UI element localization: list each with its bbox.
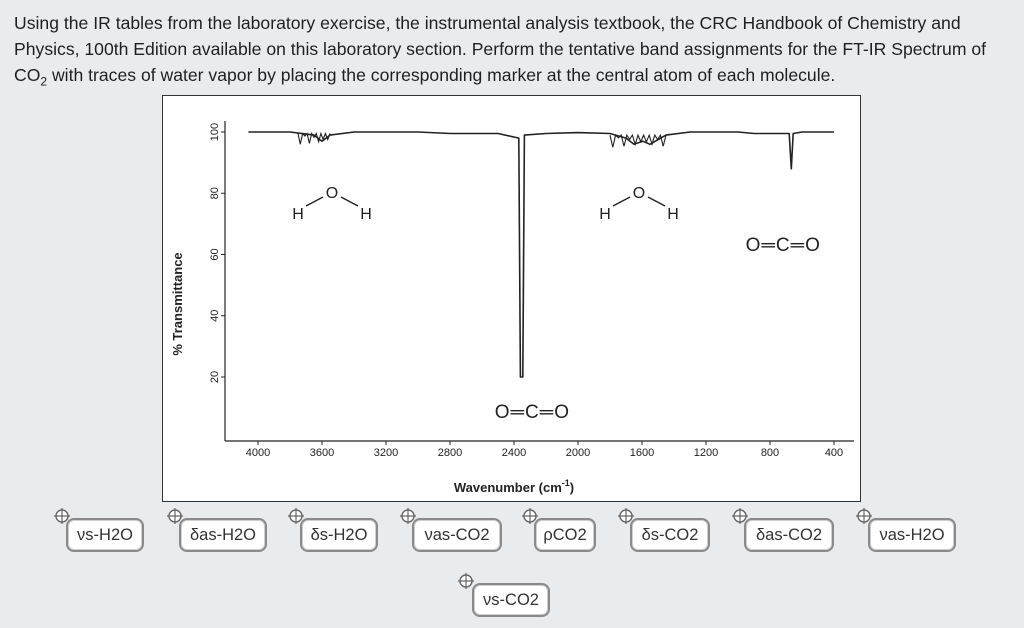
marker-das-co2[interactable]: δas-CO2 (744, 518, 834, 552)
x-tick-label: 800 (761, 447, 779, 459)
x-tick-label: 4000 (246, 447, 270, 459)
atom-h: H (667, 206, 679, 223)
y-axis-label: % Transmittance (170, 252, 185, 355)
marker-rho-co2[interactable]: ρCO2 (534, 518, 596, 552)
marker-handle-7[interactable] (731, 507, 749, 525)
x-axis-label: Wavenumber (cm-1) (454, 478, 574, 495)
marker-ds-h2o[interactable]: δs-H2O (300, 518, 378, 552)
y-tick-label: 20 (209, 371, 221, 383)
bond-line (305, 196, 324, 207)
marker-handle-3[interactable] (287, 507, 305, 525)
y-tick-label: 100 (209, 123, 221, 141)
ir-spectrum-image: 100 80 60 40 20 4000 3600 3200 2800 2400 2000 1600 1… (162, 95, 861, 502)
x-tick-label: 400 (825, 447, 843, 459)
marker-vs-co2[interactable]: νs-CO2 (472, 583, 550, 617)
x-tick-label: 1200 (694, 447, 718, 459)
water-molecule-0: O H H (292, 185, 372, 223)
marker-handle-8[interactable] (855, 507, 873, 525)
x-tick-label: 1600 (630, 447, 654, 459)
marker-vas-h2o[interactable]: νas-H2O (868, 518, 956, 552)
atom-h: H (292, 206, 304, 223)
marker-handle-4[interactable] (399, 507, 417, 525)
atom-h: H (360, 206, 372, 223)
atom-o: O (326, 185, 338, 202)
question-text-part2: with traces of water vapor by placing th… (47, 65, 836, 85)
bond-line (612, 196, 631, 207)
marker-handle-2[interactable] (166, 507, 184, 525)
y-tick-label: 80 (209, 187, 221, 199)
marker-handle-5[interactable] (521, 507, 539, 525)
marker-handle-6[interactable] (617, 507, 635, 525)
question-text: Using the IR tables from the laboratory … (14, 10, 1010, 95)
question-text-part1: Using the IR tables from the laboratory … (14, 13, 987, 85)
x-tick-label: 2400 (502, 447, 526, 459)
marker-vas-co2[interactable]: νas-CO2 (412, 518, 502, 552)
bond-line (647, 196, 666, 207)
water-molecule-1: O H H (599, 185, 679, 223)
marker-handle-1[interactable] (53, 507, 71, 525)
spectrum-trace (248, 131, 834, 378)
water-bend-noise (609, 133, 667, 148)
x-tick-label: 3200 (374, 447, 398, 459)
water-stretch-noise (297, 131, 331, 145)
co2-molecule-3: O═C═O (746, 235, 821, 256)
marker-vs-h2o[interactable]: νs-H2O (66, 518, 144, 552)
marker-ds-co2[interactable]: δs-CO2 (630, 518, 710, 552)
co2-molecule-2: O═C═O (495, 402, 570, 423)
atom-h: H (599, 206, 611, 223)
x-tick-label: 2000 (566, 447, 590, 459)
y-tick-label: 60 (209, 248, 221, 260)
ir-spectrum-chart: 100 80 60 40 20 4000 3600 3200 2800 2400 2000 1600 1… (170, 121, 854, 495)
x-tick-label: 3600 (310, 447, 334, 459)
marker-das-h2o[interactable]: δas-H2O (179, 518, 267, 552)
marker-handle-9[interactable] (457, 572, 475, 590)
question-subscript: 2 (40, 74, 48, 89)
atom-o: O (633, 185, 645, 202)
x-tick-label: 2800 (438, 447, 462, 459)
bond-line (340, 196, 359, 207)
y-tick-label: 40 (209, 310, 221, 322)
